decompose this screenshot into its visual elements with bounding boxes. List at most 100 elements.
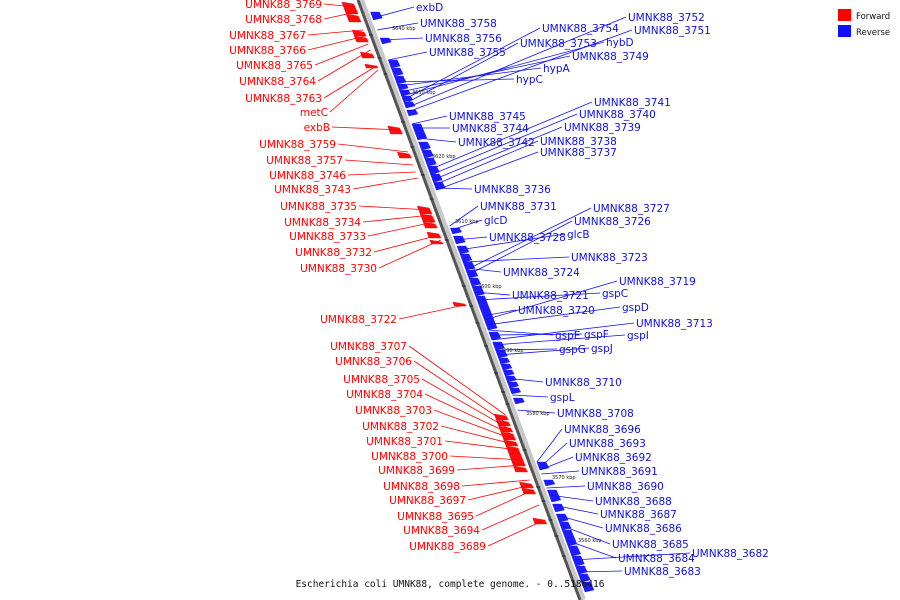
connector-umnk88-3713 — [491, 322, 635, 341]
connector-umnk88-3698 — [461, 479, 530, 487]
connector-umnk88-3741 — [428, 101, 593, 171]
gene-label-umnk88-3700: UMNK88_3700 — [371, 451, 448, 463]
connector-umnk88-3702 — [440, 425, 517, 446]
gene-label-umnk88-3758: UMNK88_3758 — [420, 18, 497, 30]
connector-umnk88-3708 — [517, 409, 556, 414]
reverse-gene-feature — [543, 479, 556, 487]
genome-caption: Escherichia coli UMNK88, complete genome… — [296, 579, 605, 590]
forward-gene-feature — [429, 239, 444, 245]
connector-glcb — [458, 233, 566, 251]
gene-label-umnk88-3695: UMNK88_3695 — [397, 511, 474, 523]
gene-label-gspi: gspI — [627, 330, 649, 342]
connector-umnk88-3682 — [573, 552, 691, 561]
gene-label-glcd: glcD — [484, 215, 507, 227]
reverse-gene-feature — [495, 349, 508, 359]
forward-gene-feature — [387, 125, 403, 135]
gene-label-umnk88-3757: UMNK88_3757 — [266, 155, 343, 167]
reverse-gene-feature — [509, 387, 522, 395]
gene-label-umnk88-3720: UMNK88_3720 — [518, 305, 595, 317]
connector-umnk88-3745 — [411, 115, 448, 125]
gene-label-umnk88-3686: UMNK88_3686 — [605, 523, 682, 535]
forward-gene-feature — [341, 1, 359, 15]
reverse-gene-feature — [575, 565, 588, 575]
gene-label-umnk88-3687: UMNK88_3687 — [600, 509, 677, 521]
gene-label-umnk88-3730: UMNK88_3730 — [300, 263, 377, 275]
reverse-gene-feature — [411, 123, 428, 141]
gene-label-umnk88-3744: UMNK88_3744 — [452, 123, 529, 135]
connector-umnk88-3703 — [433, 409, 515, 441]
gene-label-umnk88-3703: UMNK88_3703 — [355, 405, 432, 417]
connector-hybd — [401, 41, 605, 97]
forward-gene-feature — [452, 301, 467, 307]
tick-label-3600-kbp: 3600 kbp — [478, 284, 502, 290]
reverse-gene-feature — [396, 83, 409, 91]
reverse-gene-feature — [462, 261, 476, 271]
gene-label-umnk88-3708: UMNK88_3708 — [557, 408, 634, 420]
gene-label-umnk88-3741: UMNK88_3741 — [594, 97, 671, 109]
connector-umnk88-3758 — [377, 22, 419, 31]
forward-gene-feature — [416, 205, 433, 215]
connector-umnk88-3730 — [378, 239, 441, 269]
gene-label-umnk88-3698: UMNK88_3698 — [383, 481, 460, 493]
forward-gene-feature — [354, 35, 369, 43]
reverse-gene-feature — [468, 277, 482, 287]
gene-label-glcb: glcB — [567, 229, 590, 241]
gene-label-hybd: hybD — [606, 37, 634, 49]
reverse-gene-feature — [561, 529, 578, 547]
connector-umnk88-3689 — [487, 519, 545, 547]
reverse-gene-feature — [456, 245, 470, 255]
gene-label-umnk88-3705: UMNK88_3705 — [343, 374, 420, 386]
gene-label-umnk88-3682: UMNK88_3682 — [692, 548, 769, 560]
connector-umnk88-3738 — [434, 140, 539, 186]
reverse-gene-feature — [504, 375, 517, 383]
gene-label-umnk88-3699: UMNK88_3699 — [378, 465, 455, 477]
gene-label-umnk88-3769: UMNK88_3769 — [245, 0, 322, 11]
backbone-shadow — [358, 0, 586, 600]
reverse-gene-feature — [536, 461, 550, 471]
gene-label-umnk88-3763: UMNK88_3763 — [245, 93, 322, 105]
gene-label-umnk88-3756: UMNK88_3756 — [425, 33, 502, 45]
legend: Forward Reverse — [838, 9, 890, 38]
connector-umnk88-3691 — [541, 470, 580, 475]
gene-label-gspe: gspE — [555, 330, 580, 342]
gene-label-exbb: exbB — [304, 122, 330, 134]
gene-label-umnk88-3768: UMNK88_3768 — [245, 14, 322, 26]
connector-umnk88-3752 — [405, 16, 627, 109]
gene-label-umnk88-3696: UMNK88_3696 — [564, 424, 641, 436]
gene-label-umnk88-3766: UMNK88_3766 — [229, 45, 306, 57]
connector-umnk88-3719 — [484, 280, 618, 321]
tick-label-3590-kbp: 3590 kbp — [500, 348, 524, 354]
gene-label-umnk88-3767: UMNK88_3767 — [229, 30, 306, 42]
reverse-gene-feature — [427, 165, 440, 175]
reverse-gene-feature — [475, 295, 498, 331]
connector-umnk88-3755 — [388, 51, 428, 61]
gene-label-umnk88-3754: UMNK88_3754 — [542, 23, 619, 35]
reverse-gene-feature — [399, 89, 411, 97]
reverse-gene-feature — [552, 503, 565, 513]
legend-forward-swatch — [838, 9, 851, 21]
connector-umnk88-3697 — [467, 484, 532, 501]
reverse-gene-feature — [406, 109, 419, 117]
connector-hypc — [396, 78, 515, 83]
connector-umnk88-3735 — [358, 205, 430, 211]
tick-label-3560-kbp: 3560 kbp — [578, 538, 602, 544]
gene-label-umnk88-3724: UMNK88_3724 — [503, 267, 580, 279]
reverse-gene-feature — [488, 331, 502, 341]
gene-label-umnk88-3751: UMNK88_3751 — [634, 25, 711, 37]
connector-umnk88-3746 — [347, 171, 416, 176]
gene-label-gspf: gspF — [584, 329, 609, 341]
connector-metc — [329, 69, 379, 113]
reverse-gene-feature — [393, 75, 407, 85]
label-connectors — [307, 3, 691, 573]
connector-gspl — [512, 394, 549, 398]
gene-features — [341, 1, 595, 593]
gene-label-umnk88-3755: UMNK88_3755 — [429, 47, 506, 59]
forward-gene-feature — [359, 51, 375, 59]
reverse-gene-feature — [433, 181, 446, 191]
connector-umnk88-3732 — [373, 234, 440, 253]
forward-gene-feature — [493, 413, 509, 421]
tick-label-3620-kbp: 3620 kbp — [432, 154, 456, 160]
forward-gene-feature — [364, 63, 379, 69]
gene-label-umnk88-3697: UMNK88_3697 — [389, 495, 466, 507]
connector-umnk88-3701 — [444, 440, 519, 451]
